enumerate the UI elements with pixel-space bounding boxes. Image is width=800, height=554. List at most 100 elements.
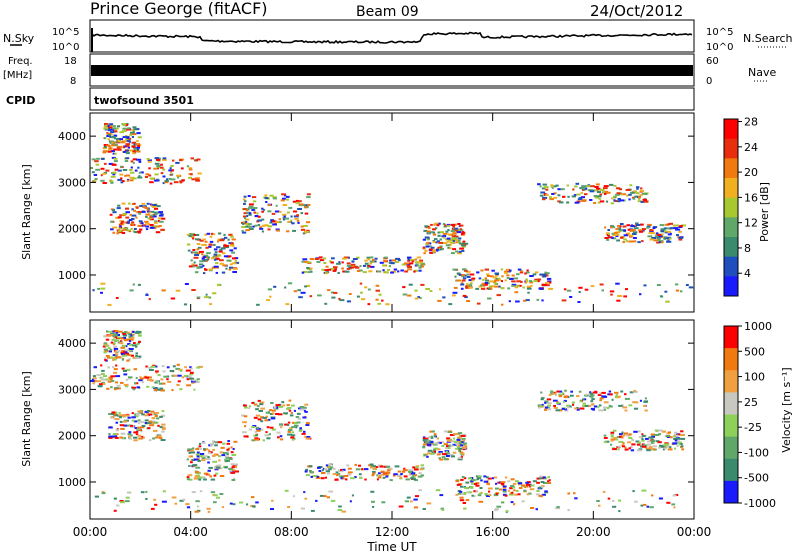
- echo-cell: [649, 238, 654, 241]
- echo-cell: [140, 421, 145, 424]
- echo-cell: [641, 240, 644, 243]
- echo-cell: [210, 232, 214, 235]
- echo-cell: [350, 266, 354, 269]
- echo-cell: [123, 338, 128, 341]
- echo-cell: [113, 371, 118, 374]
- echo-cell: [511, 280, 516, 283]
- echo-cell: [127, 338, 133, 341]
- echo-cell: [191, 381, 195, 384]
- echo-cell: [271, 212, 276, 215]
- echo-cell: [610, 438, 616, 441]
- echo-cell: [155, 436, 159, 439]
- echo-cell: [166, 366, 170, 369]
- echo-cell: [120, 346, 125, 349]
- echo-cell: [134, 415, 139, 418]
- echo-cell: [521, 484, 525, 487]
- echo-cell: [109, 348, 113, 351]
- echo-cell: [402, 293, 408, 296]
- echo-cell: [422, 508, 426, 510]
- echo-cell: [461, 447, 467, 449]
- echo-cell: [148, 298, 151, 301]
- echo-cell: [457, 492, 461, 495]
- echo-cell: [471, 277, 476, 280]
- echo-cell: [260, 420, 264, 423]
- echo-cell: [171, 389, 174, 392]
- echo-cell: [119, 214, 122, 217]
- echo-cell: [641, 445, 647, 448]
- echo-cell: [207, 461, 210, 464]
- echo-cell: [440, 507, 444, 510]
- echo-cell: [641, 489, 647, 492]
- echo-cell: [197, 172, 202, 175]
- echo-cell: [454, 275, 457, 278]
- echo-cell: [442, 453, 447, 456]
- echo-cell: [140, 430, 143, 433]
- echo-cell: [456, 444, 461, 447]
- echo-cell: [371, 500, 375, 503]
- echo-cell: [672, 494, 677, 497]
- echo-cell: [129, 179, 134, 182]
- echo-cell: [154, 213, 158, 216]
- echo-cell: [675, 289, 680, 292]
- echo-cell: [186, 165, 190, 168]
- echo-cell: [458, 250, 462, 253]
- echo-cell: [468, 286, 473, 289]
- y-tick-label: 2000: [58, 430, 86, 443]
- echo-cell: [131, 203, 135, 205]
- echo-cell: [406, 264, 411, 267]
- echo-cell: [271, 428, 276, 431]
- echo-cell: [453, 437, 456, 440]
- echo-cell: [177, 380, 181, 383]
- echo-cell: [424, 236, 430, 239]
- echo-cell: [504, 279, 507, 282]
- echo-cell: [494, 508, 499, 511]
- echo-cell: [199, 239, 204, 242]
- colorbar-swatch: [724, 436, 738, 460]
- echo-cell: [267, 228, 271, 231]
- echo-cell: [104, 359, 107, 361]
- echo-cell: [478, 492, 482, 495]
- echo-cell: [402, 470, 406, 473]
- echo-cell: [112, 130, 118, 133]
- echo-cell: [416, 256, 422, 259]
- echo-cell: [148, 211, 152, 214]
- echo-cell: [640, 504, 644, 507]
- echo-cell: [229, 249, 234, 252]
- echo-cell: [148, 366, 152, 369]
- echo-cell: [652, 445, 657, 448]
- echo-cell: [406, 263, 411, 266]
- echo-cell: [360, 291, 363, 294]
- echo-cell: [634, 190, 638, 193]
- echo-cell: [151, 205, 157, 208]
- echo-cell: [289, 427, 293, 430]
- echo-cell: [231, 466, 235, 469]
- echo-cell: [246, 211, 251, 214]
- echo-cell: [194, 159, 198, 162]
- echo-cell: [420, 464, 424, 467]
- echo-cell: [145, 497, 148, 500]
- echo-cell: [632, 401, 638, 404]
- echo-cell: [103, 144, 109, 146]
- echo-cell: [529, 485, 532, 488]
- echo-cell: [620, 193, 623, 196]
- echo-cell: [154, 503, 158, 506]
- echo-cell: [112, 125, 116, 128]
- echo-cell: [108, 350, 112, 353]
- echo-cell: [157, 424, 160, 427]
- echo-cell: [275, 221, 280, 223]
- echo-cell: [346, 264, 352, 267]
- echo-cell: [92, 375, 96, 378]
- echo-cell: [447, 224, 450, 227]
- echo-cell: [271, 499, 274, 502]
- echo-cell: [241, 231, 247, 234]
- echo-cell: [320, 477, 325, 480]
- echo-cell: [197, 476, 203, 479]
- echo-cell: [126, 331, 130, 334]
- echo-cell: [507, 480, 511, 483]
- colorbar-tick-label: -500: [744, 472, 769, 485]
- echo-cell: [93, 366, 97, 369]
- echo-cell: [224, 455, 230, 458]
- echo-cell: [417, 296, 420, 299]
- echo-cell: [354, 463, 357, 466]
- echo-cell: [457, 239, 461, 242]
